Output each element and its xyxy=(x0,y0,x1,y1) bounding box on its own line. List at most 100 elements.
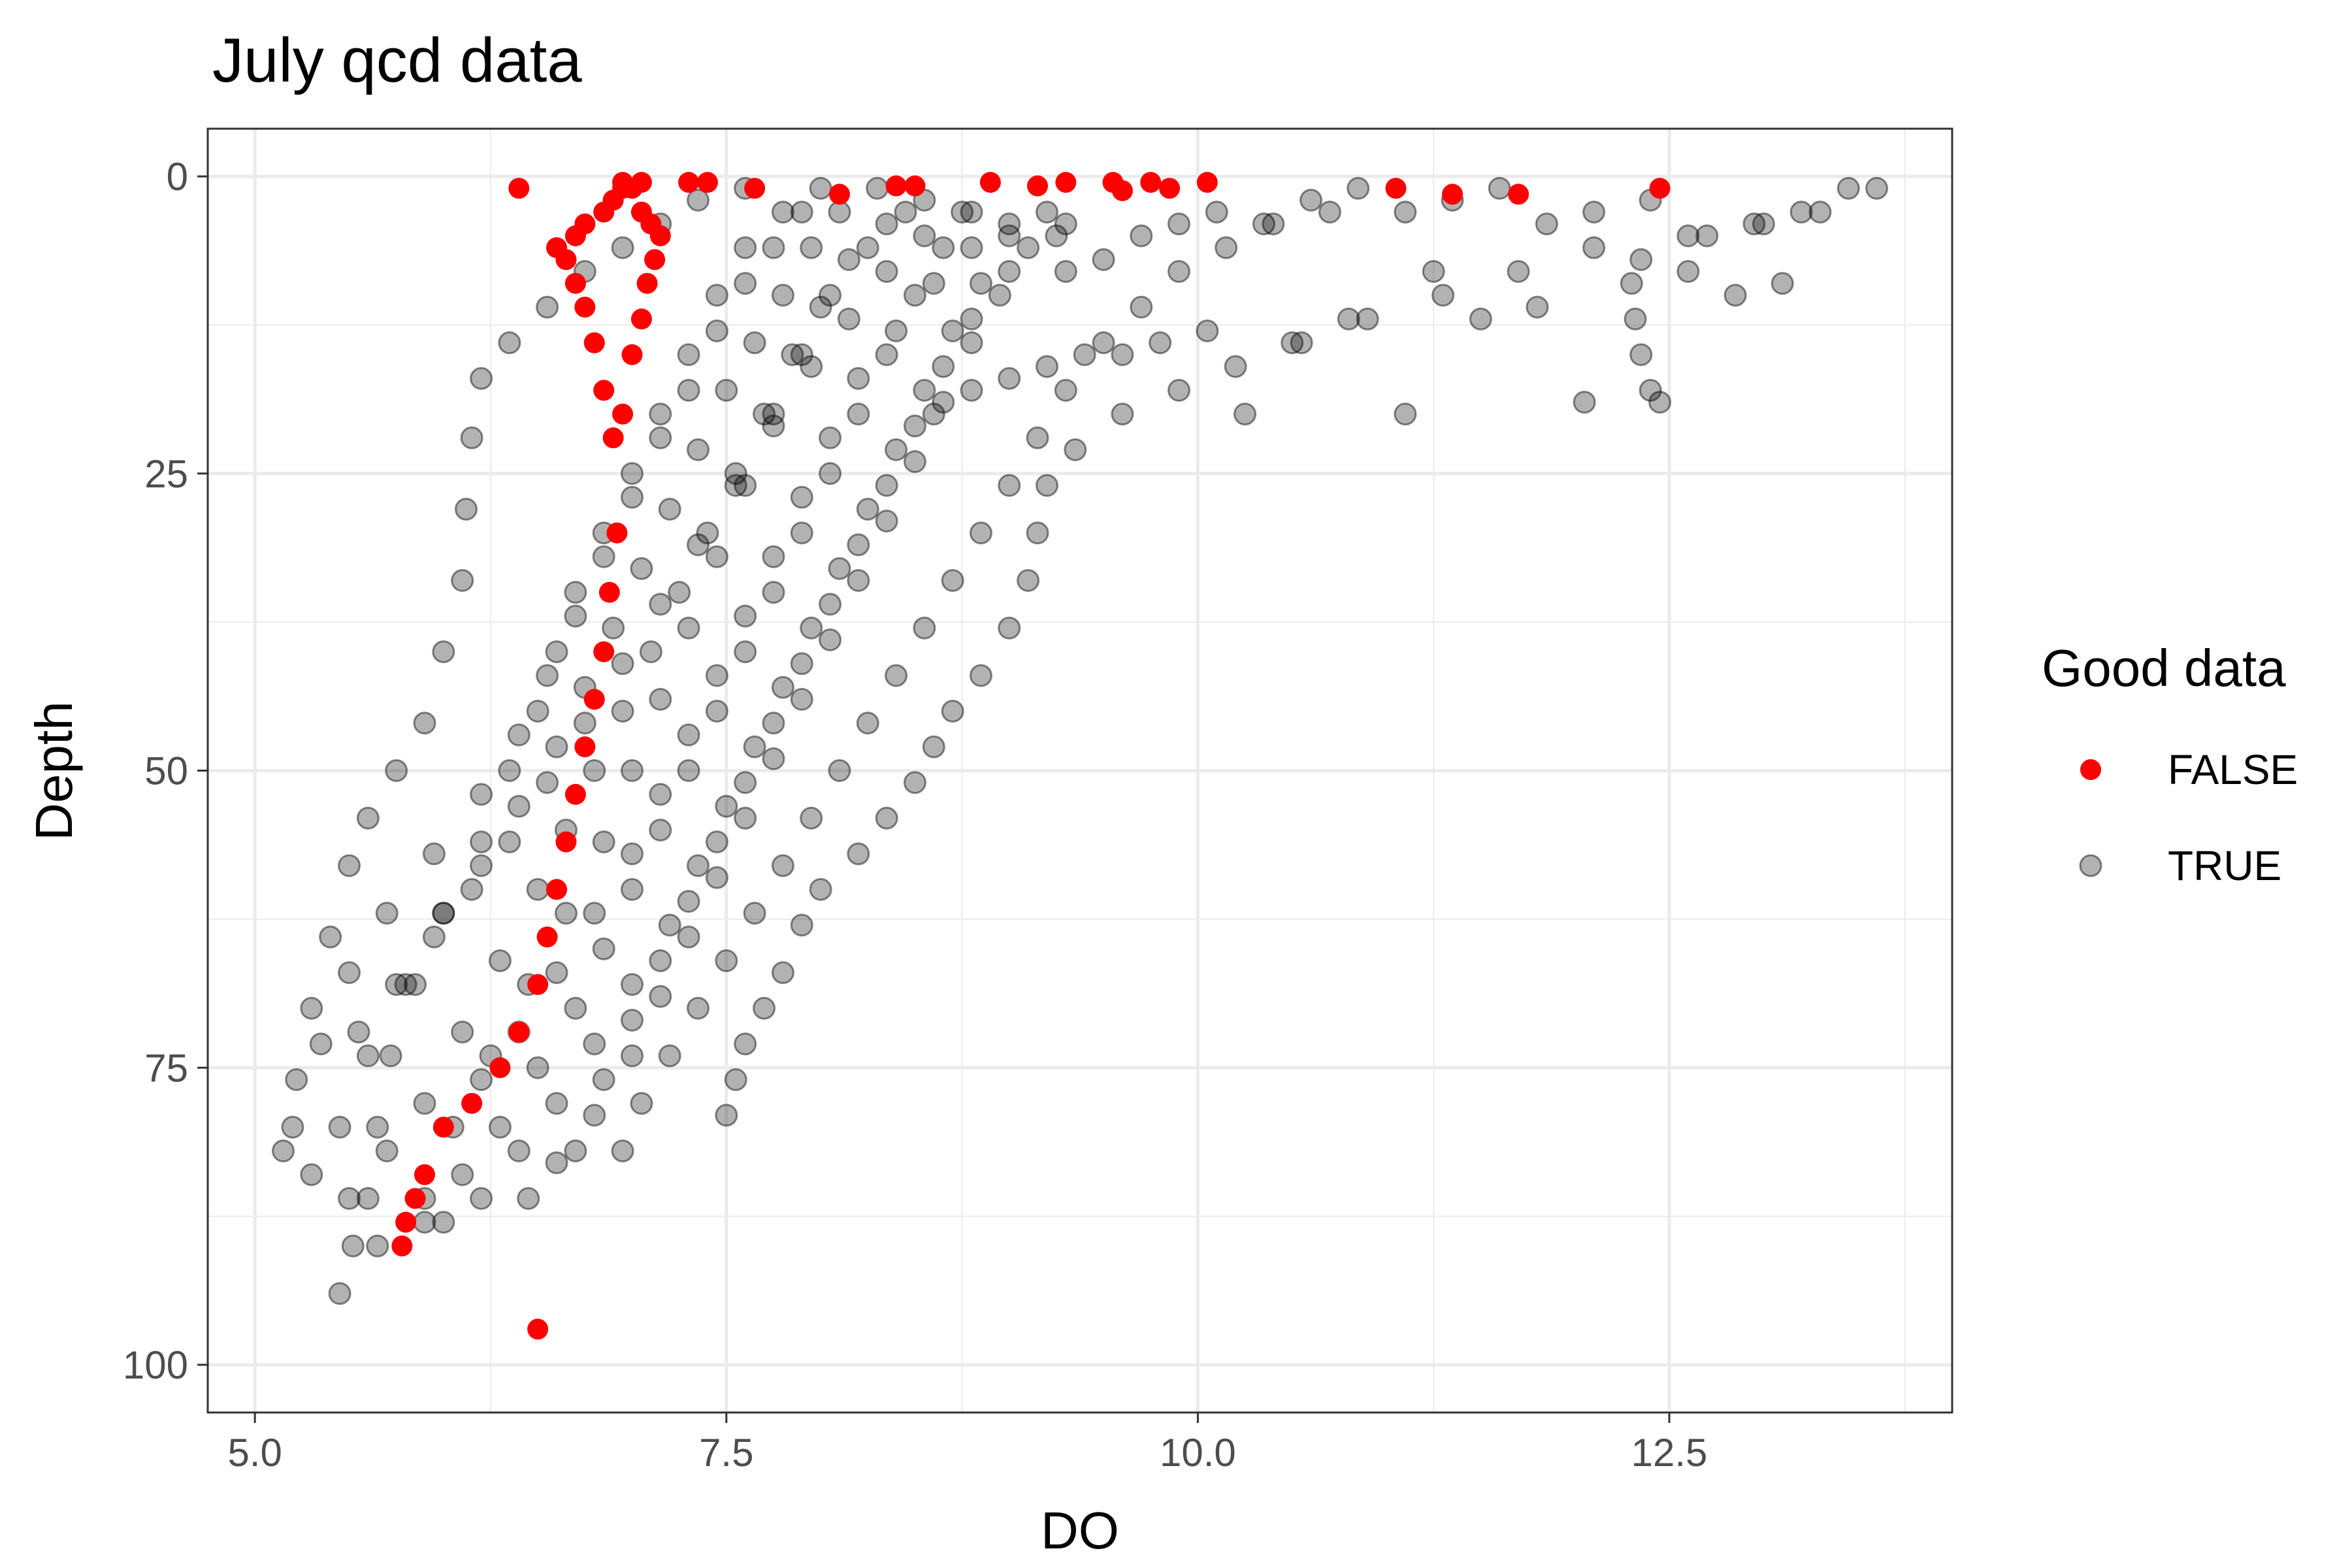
data-point xyxy=(998,212,1021,236)
data-point xyxy=(771,961,794,985)
data-point xyxy=(366,1115,389,1139)
data-point xyxy=(337,854,361,877)
data-point xyxy=(555,249,577,270)
data-point xyxy=(668,581,691,604)
data-point xyxy=(602,427,624,449)
data-point xyxy=(583,759,606,782)
data-point xyxy=(1064,438,1087,461)
data-point xyxy=(649,687,672,711)
data-point xyxy=(790,687,813,711)
data-point xyxy=(470,1068,493,1091)
data-point xyxy=(724,1068,747,1091)
data-point xyxy=(508,178,530,199)
series-false xyxy=(391,172,1671,1340)
data-point xyxy=(1149,331,1172,355)
data-point xyxy=(592,1068,615,1091)
legend: Good data FALSE TRUE xyxy=(2042,639,2298,889)
data-point xyxy=(606,522,628,544)
data-point xyxy=(790,913,813,937)
data-point xyxy=(470,854,493,877)
data-point xyxy=(620,842,644,866)
data-point xyxy=(470,830,493,854)
data-point xyxy=(583,1103,606,1127)
data-point xyxy=(1233,402,1257,426)
data-point xyxy=(488,949,512,973)
data-point xyxy=(470,783,493,806)
data-point xyxy=(913,616,936,640)
data-point xyxy=(705,545,728,568)
data-point xyxy=(391,1235,413,1257)
data-point xyxy=(536,926,558,948)
data-point xyxy=(451,1021,474,1044)
data-point xyxy=(507,1139,531,1163)
data-point xyxy=(1789,201,1813,224)
data-point xyxy=(564,272,586,294)
data-point xyxy=(620,462,644,485)
data-point xyxy=(678,172,700,193)
data-point xyxy=(790,485,813,509)
legend-label-true: TRUE xyxy=(2168,842,2281,889)
data-point xyxy=(686,533,710,557)
data-point xyxy=(1092,248,1115,271)
data-point xyxy=(1582,236,1606,259)
data-point xyxy=(1224,355,1247,378)
data-point xyxy=(527,973,549,995)
data-point xyxy=(592,830,615,854)
data-point xyxy=(454,497,478,521)
data-point xyxy=(271,1139,295,1163)
data-point xyxy=(1196,172,1218,193)
data-point xyxy=(1337,307,1360,331)
data-point xyxy=(809,295,832,319)
data-point xyxy=(1808,201,1832,224)
data-point xyxy=(451,568,474,592)
data-point xyxy=(649,949,672,973)
data-point xyxy=(677,759,700,782)
data-point xyxy=(762,402,785,426)
data-point xyxy=(573,711,596,735)
data-point xyxy=(1299,188,1323,212)
data-point xyxy=(800,236,823,259)
data-point xyxy=(1648,391,1672,414)
data-point xyxy=(875,343,898,367)
data-point xyxy=(1752,212,1775,236)
data-point xyxy=(762,545,785,568)
data-point xyxy=(461,1092,483,1114)
data-point xyxy=(762,711,785,735)
data-point xyxy=(611,652,634,676)
data-point xyxy=(790,652,813,676)
data-point xyxy=(1035,474,1058,497)
data-point xyxy=(658,1044,681,1068)
data-point xyxy=(470,1186,493,1210)
data-point xyxy=(847,842,870,866)
data-point xyxy=(602,616,625,640)
data-point xyxy=(705,830,728,854)
data-point xyxy=(1027,175,1049,197)
data-point xyxy=(413,711,436,735)
data-point xyxy=(875,510,898,533)
data-point xyxy=(1639,378,1662,402)
data-point xyxy=(1073,343,1096,367)
data-point xyxy=(932,236,955,259)
data-point xyxy=(300,1163,323,1186)
data-point xyxy=(1054,260,1077,284)
data-point xyxy=(451,1163,474,1186)
data-point xyxy=(527,1318,549,1340)
data-point xyxy=(1582,201,1606,224)
data-point xyxy=(828,557,851,580)
data-point xyxy=(592,545,615,568)
data-point xyxy=(536,295,559,319)
data-point xyxy=(432,1211,455,1234)
data-point xyxy=(422,925,446,949)
y-tick-label: 50 xyxy=(144,749,188,793)
data-point xyxy=(1535,212,1558,236)
data-point xyxy=(734,771,757,794)
data-point xyxy=(856,236,879,259)
data-point xyxy=(1045,224,1068,248)
data-point xyxy=(922,402,945,426)
data-point xyxy=(649,426,672,449)
data-point xyxy=(658,913,681,937)
data-point xyxy=(517,1186,540,1210)
data-point xyxy=(753,402,776,426)
data-point xyxy=(1054,378,1077,402)
data-point xyxy=(762,747,785,770)
